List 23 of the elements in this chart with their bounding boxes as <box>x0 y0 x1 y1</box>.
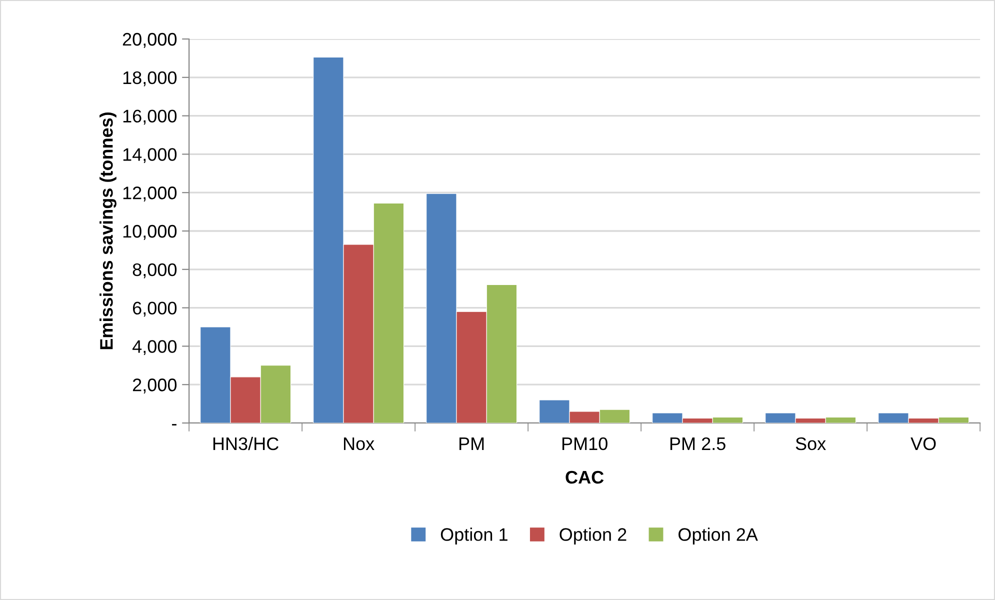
x-axis-title: CAC <box>566 470 604 484</box>
x-tick-label: PM <box>460 438 484 450</box>
y-tick-label: 2,000 <box>132 378 177 394</box>
x-tick-label: Nox <box>344 438 374 450</box>
y-tick-label: 8,000 <box>132 263 177 278</box>
x-tick-label: PM 2.5 <box>670 437 726 450</box>
x-tick-label: Sox <box>796 437 826 450</box>
x-tick-label: HN3/HC <box>213 436 278 450</box>
y-tick-label: 16,000 <box>123 110 177 125</box>
x-tick-label: VO <box>910 437 936 450</box>
legend-label: Option 1 <box>440 528 508 544</box>
y-axis-title: Emissions savings (tonnes) <box>100 112 116 350</box>
y-tick-label: 10,000 <box>123 224 177 240</box>
y-tick-label: - <box>172 424 176 426</box>
y-tick-label: 6,000 <box>132 302 177 317</box>
y-tick-label: 12,000 <box>123 186 177 202</box>
legend-label: Option 2A <box>678 528 758 544</box>
y-tick-label: 14,000 <box>123 148 177 164</box>
y-tick-label: 20,000 <box>122 32 177 48</box>
legend-label: Option 2 <box>560 528 626 544</box>
x-tick-label: PM10 <box>562 437 608 450</box>
y-tick-label: 18,000 <box>123 71 177 86</box>
y-tick-label: 4,000 <box>132 340 177 356</box>
